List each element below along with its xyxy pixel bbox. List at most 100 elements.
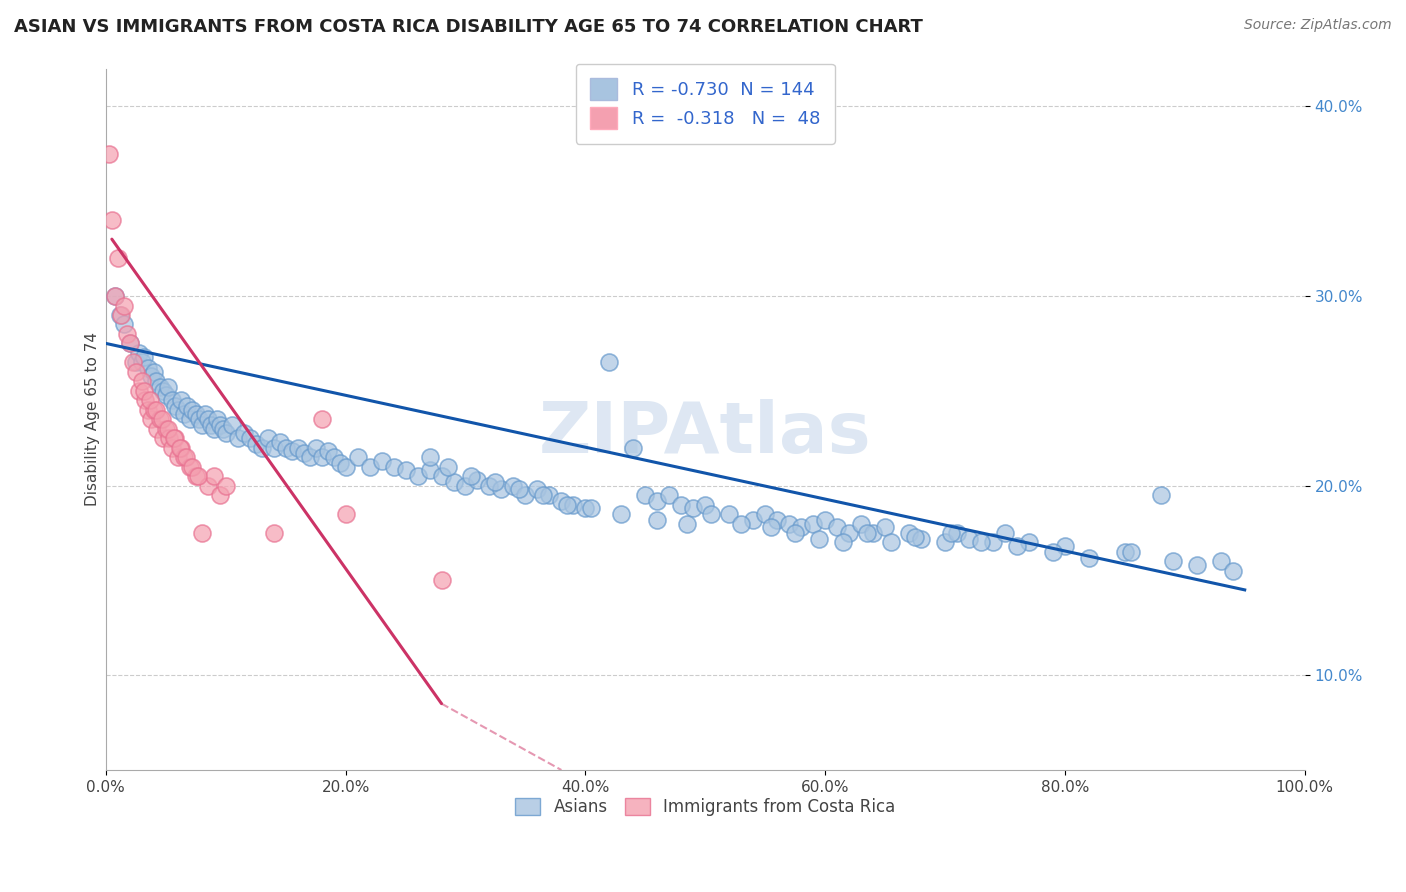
Point — [131, 375, 153, 389]
Point — [778, 516, 800, 531]
Point — [790, 520, 813, 534]
Point — [208, 417, 231, 432]
Point — [785, 526, 807, 541]
Point — [190, 526, 212, 541]
Point — [515, 488, 537, 502]
Point — [280, 444, 302, 458]
Point — [202, 469, 225, 483]
Point — [134, 393, 156, 408]
Point — [598, 355, 620, 369]
Point — [862, 526, 884, 541]
Point — [645, 513, 668, 527]
Point — [184, 469, 207, 483]
Point — [304, 441, 326, 455]
Point — [165, 431, 187, 445]
Point — [122, 355, 145, 369]
Point — [221, 417, 243, 432]
Point — [957, 532, 980, 546]
Point — [898, 526, 921, 541]
Point — [250, 441, 273, 455]
Point — [1119, 545, 1142, 559]
Point — [1042, 545, 1064, 559]
Point — [1185, 558, 1208, 573]
Point — [166, 450, 188, 465]
Point — [152, 384, 174, 398]
Point — [139, 393, 162, 408]
Point — [150, 412, 173, 426]
Point — [179, 412, 201, 426]
Point — [128, 384, 150, 398]
Point — [406, 469, 429, 483]
Point — [491, 483, 513, 497]
Point — [808, 532, 831, 546]
Point — [269, 435, 291, 450]
Legend: Asians, Immigrants from Costa Rica: Asians, Immigrants from Costa Rica — [508, 790, 904, 825]
Point — [436, 459, 458, 474]
Point — [149, 412, 172, 426]
Point — [298, 450, 321, 465]
Point — [170, 393, 193, 408]
Point — [173, 450, 195, 465]
Point — [557, 498, 579, 512]
Point — [825, 520, 848, 534]
Point — [832, 535, 855, 549]
Point — [145, 402, 167, 417]
Point — [292, 446, 315, 460]
Point — [335, 459, 357, 474]
Point — [970, 535, 993, 549]
Point — [316, 444, 339, 458]
Point — [136, 361, 159, 376]
Point — [190, 417, 212, 432]
Point — [208, 488, 231, 502]
Point — [418, 450, 440, 465]
Point — [104, 289, 127, 303]
Point — [742, 513, 765, 527]
Point — [98, 146, 121, 161]
Point — [110, 308, 132, 322]
Point — [1161, 554, 1184, 568]
Point — [1005, 539, 1028, 553]
Point — [467, 473, 489, 487]
Point — [418, 463, 440, 477]
Text: Source: ZipAtlas.com: Source: ZipAtlas.com — [1244, 18, 1392, 32]
Point — [484, 475, 506, 489]
Point — [718, 507, 741, 521]
Point — [526, 483, 548, 497]
Point — [170, 441, 193, 455]
Point — [801, 516, 824, 531]
Point — [160, 441, 183, 455]
Point — [910, 532, 932, 546]
Point — [112, 318, 135, 332]
Point — [134, 350, 156, 364]
Point — [759, 520, 782, 534]
Point — [274, 441, 297, 455]
Point — [239, 431, 262, 445]
Point — [155, 422, 177, 436]
Point — [136, 402, 159, 417]
Point — [311, 450, 333, 465]
Text: ZIPAtlas: ZIPAtlas — [538, 399, 872, 467]
Point — [157, 380, 180, 394]
Point — [165, 399, 187, 413]
Point — [562, 498, 585, 512]
Point — [682, 501, 704, 516]
Point — [904, 530, 927, 544]
Point — [152, 431, 174, 445]
Point — [212, 422, 235, 436]
Point — [430, 469, 453, 483]
Point — [145, 375, 167, 389]
Point — [232, 425, 254, 440]
Point — [443, 475, 465, 489]
Point — [508, 483, 530, 497]
Point — [329, 456, 352, 470]
Point — [125, 355, 148, 369]
Point — [157, 431, 180, 445]
Point — [1150, 488, 1173, 502]
Point — [131, 355, 153, 369]
Point — [838, 526, 860, 541]
Point — [849, 516, 872, 531]
Point — [1209, 554, 1232, 568]
Point — [621, 441, 644, 455]
Point — [880, 535, 903, 549]
Point — [202, 422, 225, 436]
